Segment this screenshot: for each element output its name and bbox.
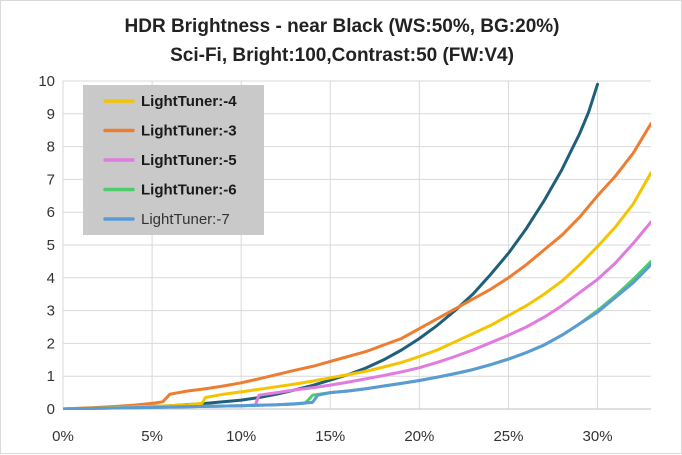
y-tick-label: 5 bbox=[47, 237, 55, 254]
series-lines bbox=[63, 82, 651, 410]
series-line-lighttuner-7 bbox=[63, 263, 651, 410]
legend-label: LightTuner:-7 bbox=[141, 211, 230, 228]
legend-label: LightTuner:-3 bbox=[141, 123, 237, 140]
legend-label: LightTuner:-4 bbox=[141, 93, 237, 110]
y-tick-label: 8 bbox=[47, 139, 55, 156]
series-line-lighttuner-4 bbox=[63, 171, 651, 410]
series-line-lighttuner-5 bbox=[63, 220, 651, 410]
y-tick-label: 9 bbox=[47, 106, 55, 123]
y-tick-label: 3 bbox=[47, 303, 55, 320]
legend: LightTuner:-4 LightTuner:-3 LightTuner:-5 L… bbox=[83, 85, 264, 235]
legend-label: LightTuner:-5 bbox=[141, 152, 237, 169]
x-tick-label: 20% bbox=[404, 428, 434, 445]
x-tick-label: 10% bbox=[226, 428, 256, 445]
x-tick-label: 5% bbox=[141, 428, 163, 445]
y-tick-label: 0 bbox=[47, 401, 55, 418]
chart-title-line-1: HDR Brightness - near Black (WS:50%, BG:… bbox=[125, 16, 560, 37]
y-tick-label: 6 bbox=[47, 204, 55, 221]
x-tick-label: 0% bbox=[52, 428, 74, 445]
x-tick-label: 25% bbox=[493, 428, 523, 445]
y-tick-label: 1 bbox=[47, 368, 55, 385]
series-line-lighttuner-3 bbox=[63, 122, 651, 410]
axes: 0 1 2 3 4 5 6 7 8 9 10 0% 5% 10% 15% 20% 25% 30% bbox=[38, 73, 651, 445]
x-tick-label: 30% bbox=[583, 428, 613, 445]
x-tick-label: 15% bbox=[315, 428, 345, 445]
y-tick-label: 2 bbox=[47, 335, 55, 352]
chart-title: HDR Brightness - near Black (WS:50%, BG:… bbox=[125, 16, 560, 66]
y-tick-label: 4 bbox=[47, 270, 55, 287]
y-tick-label: 10 bbox=[38, 73, 55, 90]
y-tick-label: 7 bbox=[47, 171, 55, 188]
chart-title-line-2: Sci-Fi, Bright:100,Contrast:50 (FW:V4) bbox=[170, 45, 514, 66]
legend-label: LightTuner:-6 bbox=[141, 182, 237, 199]
series-line-unlabeled-0 bbox=[63, 82, 599, 410]
